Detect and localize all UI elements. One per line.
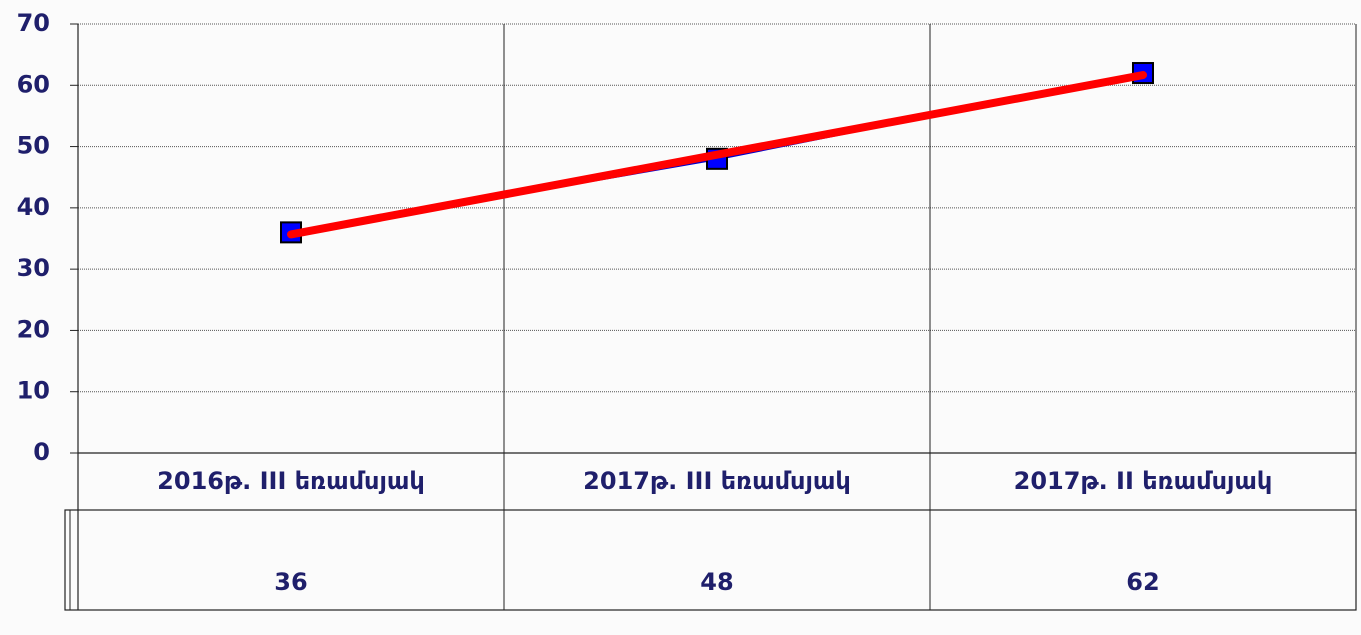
- y-tick-label: 10: [17, 377, 50, 405]
- x-tick-label: 2017թ. II եռամսյակ: [1014, 467, 1273, 495]
- y-tick-label: 50: [17, 132, 50, 160]
- trendline: [287, 71, 1147, 239]
- y-tick-label: 30: [17, 254, 50, 282]
- data-table-value: 62: [1126, 568, 1159, 596]
- x-tick-label: 2017թ. III եռամսյակ: [583, 467, 851, 495]
- y-tick-label: 0: [33, 438, 50, 466]
- y-tick-label: 70: [17, 9, 50, 37]
- data-table-value: 36: [274, 568, 307, 596]
- x-tick-label: 2016թ. III եռամսյակ: [157, 467, 425, 495]
- y-tick-label: 20: [17, 315, 50, 343]
- y-tick-label: 60: [17, 70, 50, 98]
- y-tick-label: 40: [17, 193, 50, 221]
- data-table-value: 48: [700, 568, 733, 596]
